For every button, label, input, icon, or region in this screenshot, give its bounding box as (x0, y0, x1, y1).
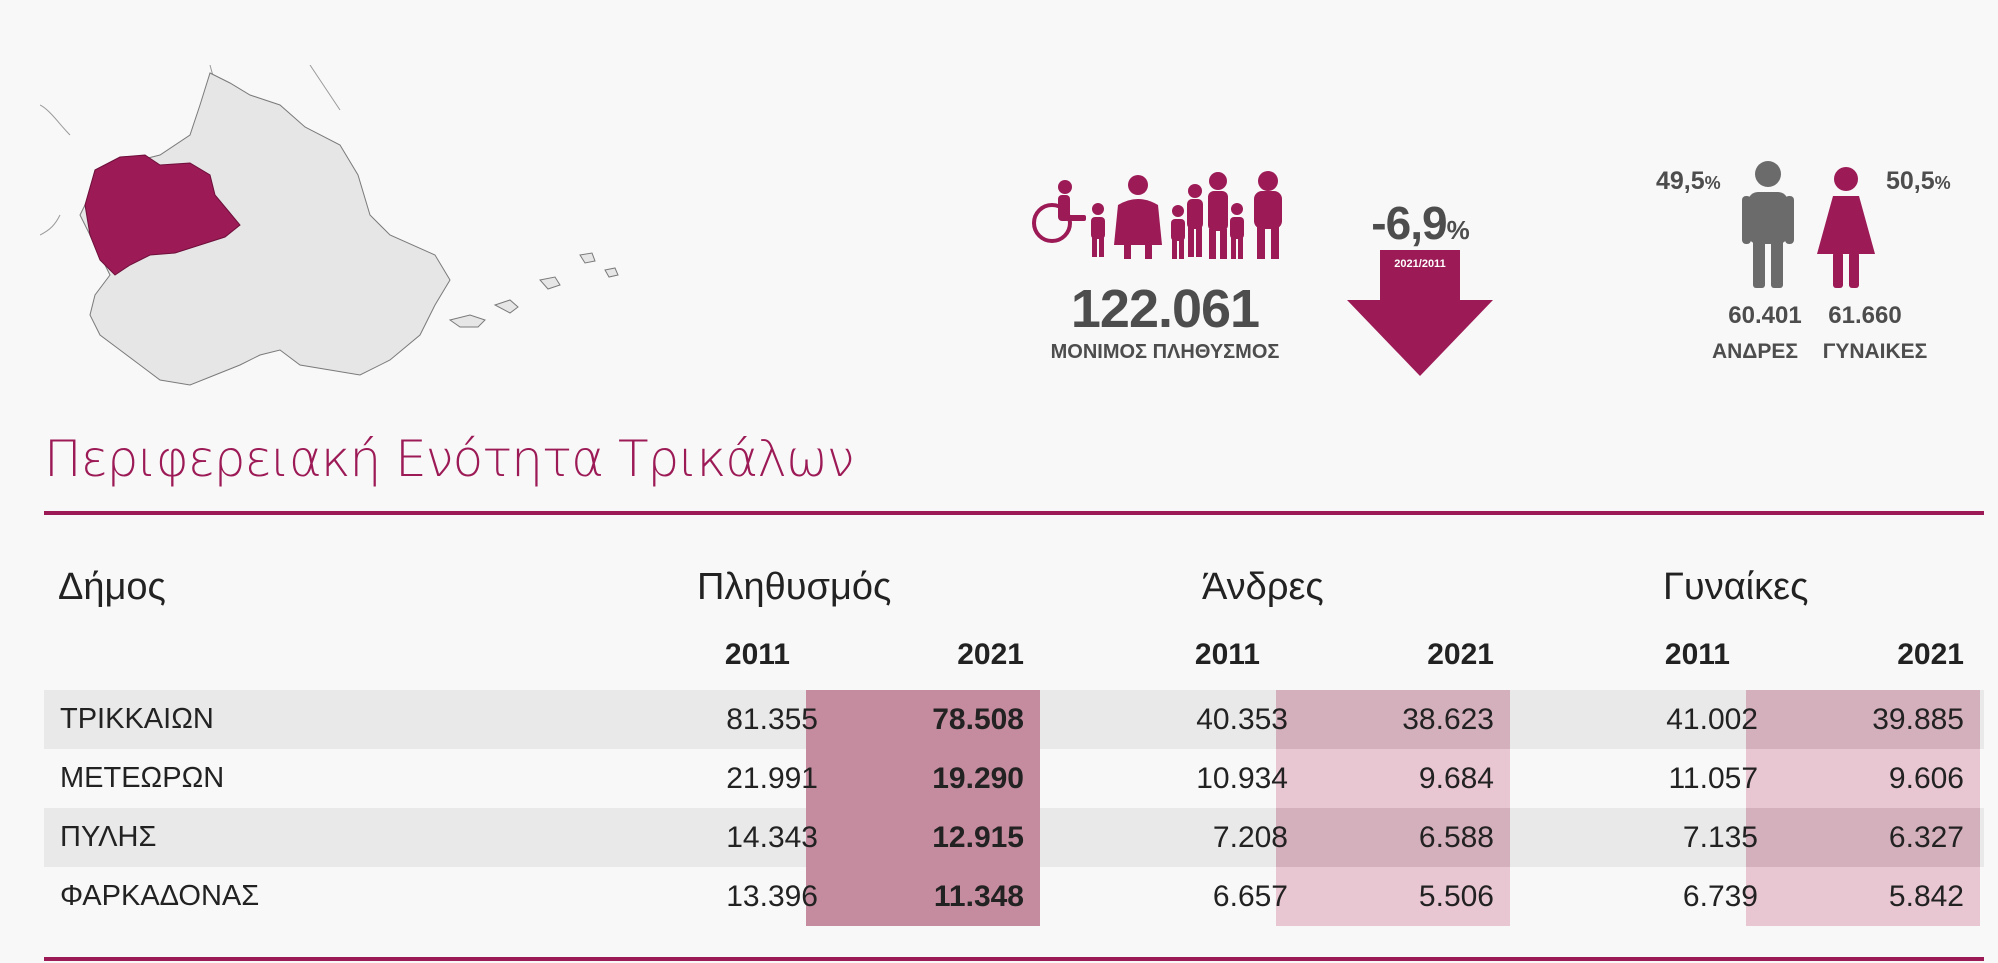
men-count: 60.401 (1728, 302, 1802, 329)
women-percent-unit: % (1934, 173, 1951, 193)
trikala-highlight-shape (84, 154, 241, 276)
highlight-shade (1276, 808, 1510, 867)
year-header: 2021 (957, 638, 1024, 671)
men-2021: 38.623 (1402, 703, 1494, 736)
population-2021: 12.915 (932, 821, 1024, 854)
header-women: Γυναίκες (1663, 566, 1809, 608)
population-2011: 21.991 (726, 762, 818, 795)
population-2021: 19.290 (932, 762, 1024, 795)
population-label: ΜΟΝΙΜΟΣ ΠΛΗΘΥΣΜΟΣ (1050, 341, 1280, 363)
year-header: 2021 (1427, 638, 1494, 671)
population-2021: 78.508 (932, 703, 1024, 736)
population-2011: 13.396 (726, 880, 818, 913)
year-header: 2021 (1897, 638, 1964, 671)
change-period-label: 2021/2011 (1394, 258, 1446, 270)
table-row: ΤΡΙΚΚΑΙΩΝ 81.355 78.508 40.353 38.623 41… (44, 690, 1984, 749)
women-percent: 50,5% (1886, 167, 1951, 196)
population-people-icon (1032, 171, 1282, 259)
population-2021-highlight (806, 690, 1040, 926)
population-2011: 14.343 (726, 821, 818, 854)
highlight-shade (1276, 690, 1510, 749)
population-change: -6,9% (1360, 196, 1480, 250)
title-divider (44, 511, 1984, 515)
year-header: 2011 (1194, 638, 1260, 671)
highlight-shade (1746, 808, 1980, 867)
women-2021: 5.842 (1888, 880, 1964, 913)
men-percent-unit: % (1704, 173, 1721, 193)
women-2021: 9.606 (1888, 762, 1964, 795)
population-change-value: -6,9 (1371, 197, 1447, 249)
population-2021: 11.348 (933, 880, 1024, 913)
men-2021-highlight (1276, 690, 1510, 926)
woman-icon (1817, 167, 1875, 288)
island-shapes (448, 252, 619, 328)
header-men: Άνδρες (1202, 566, 1324, 608)
thessaly-region-shape (79, 72, 451, 386)
municipality-name: ΦΑΡΚΑΔΟΝΑΣ (60, 880, 260, 912)
women-2011: 6.739 (1682, 880, 1758, 913)
region-map (40, 65, 619, 386)
men-2011: 7.208 (1212, 821, 1288, 854)
table-row: ΜΕΤΕΩΡΩΝ 21.991 19.290 10.934 9.684 11.0… (44, 749, 1984, 808)
men-2011: 40.353 (1196, 703, 1288, 736)
women-percent-value: 50,5 (1886, 167, 1935, 195)
men-2021: 9.684 (1418, 762, 1494, 795)
women-2021-highlight (1746, 690, 1980, 926)
women-2021: 6.327 (1888, 821, 1964, 854)
year-header: 2011 (724, 638, 790, 671)
municipality-name: ΜΕΤΕΩΡΩΝ (60, 762, 225, 794)
municipality-name: ΠΥΛΗΣ (60, 821, 157, 853)
population-2011: 81.355 (726, 703, 818, 736)
men-percent: 49,5% (1656, 167, 1721, 196)
women-2011: 41.002 (1666, 703, 1758, 736)
men-label: ΑΝΔΡΕΣ (1711, 340, 1799, 363)
men-2011: 6.657 (1212, 880, 1288, 913)
page-title: Περιφερειακή Ενότητα Τρικάλων (44, 430, 855, 488)
table-row: ΦΑΡΚΑΔΟΝΑΣ 13.396 11.348 6.657 5.506 6.7… (44, 867, 1984, 926)
women-2011: 11.057 (1668, 762, 1758, 795)
population-change-unit: % (1446, 215, 1470, 245)
table-row: ΠΥΛΗΣ 14.343 12.915 7.208 6.588 7.135 6.… (44, 808, 1984, 867)
year-header: 2011 (1664, 638, 1730, 671)
header-population: Πληθυσμός (697, 566, 892, 608)
highlight-shade (1746, 690, 1980, 749)
man-icon (1742, 161, 1794, 288)
municipality-name: ΤΡΙΚΚΑΙΩΝ (60, 703, 214, 735)
population-total: 122.061 (1070, 279, 1260, 339)
down-arrow-icon (1347, 250, 1493, 376)
women-count: 61.660 (1828, 302, 1902, 329)
men-2011: 10.934 (1196, 762, 1288, 795)
men-percent-value: 49,5 (1656, 167, 1705, 195)
men-2021: 6.588 (1418, 821, 1494, 854)
men-2021: 5.506 (1418, 880, 1494, 913)
header-municipality: Δήμος (58, 566, 166, 608)
women-label: ΓΥΝΑΙΚΕΣ (1822, 340, 1928, 363)
table-bottom-divider (44, 957, 1984, 961)
women-2011: 7.135 (1682, 821, 1758, 854)
women-2021: 39.885 (1872, 703, 1964, 736)
